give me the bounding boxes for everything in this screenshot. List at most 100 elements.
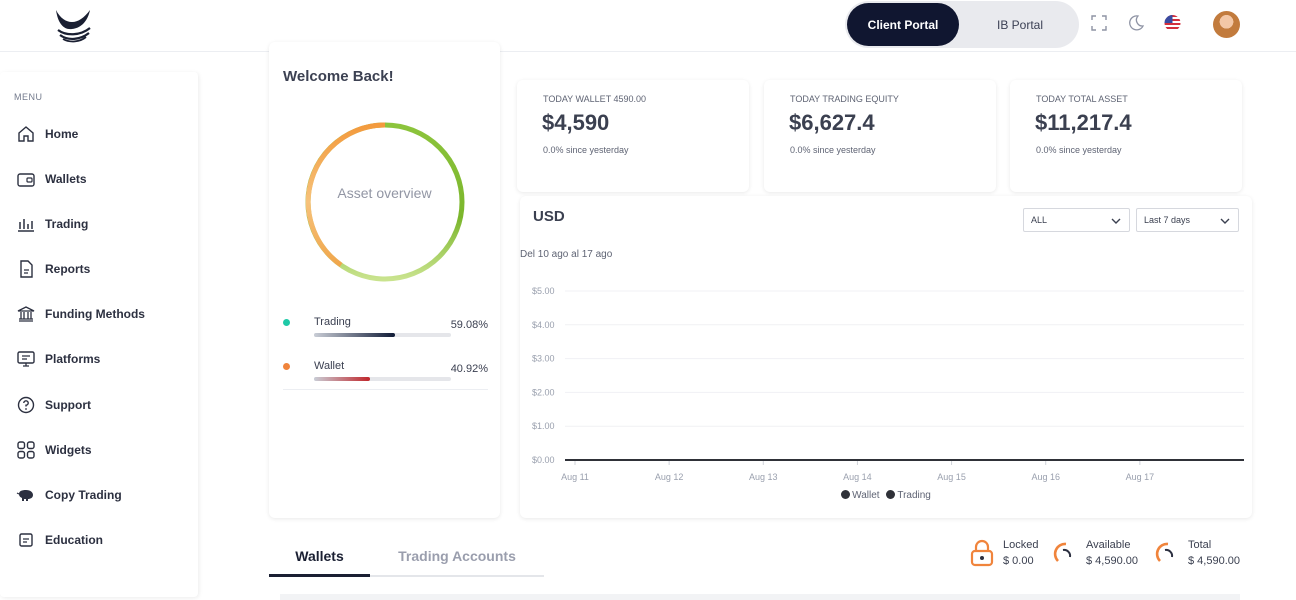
donut-center-label: Asset overview — [337, 185, 432, 201]
sidebar-item-label: Wallets — [45, 172, 87, 186]
legend-label: Trading — [897, 490, 931, 501]
chart-legend: Wallet Trading — [520, 490, 1252, 501]
select-value: ALL — [1031, 215, 1048, 225]
menu-label: MENU — [14, 92, 43, 102]
x-tick-label: Aug 13 — [749, 472, 778, 482]
stat-label: TODAY WALLET 4590.00 — [543, 94, 647, 104]
stat-card-trading-equity: TODAY TRADING EQUITY $6,627.4 0.0% since… — [764, 80, 996, 192]
stat-value: $4,590 — [542, 110, 610, 135]
welcome-title: Welcome Back! — [283, 68, 394, 85]
legend-label: Wallet — [852, 490, 880, 501]
balance-value: $ 0.00 — [1003, 555, 1034, 567]
sidebar-item-label: Copy Trading — [45, 488, 122, 502]
breakdown-percent: 40.92% — [450, 363, 488, 375]
balance-locked: Locked $ 0.00 — [969, 537, 1049, 571]
breakdown-row-trading: Trading 59.08% — [283, 316, 488, 346]
x-tick-label: Aug 16 — [1031, 472, 1060, 482]
breakdown-row-wallet: Wallet 40.92% — [283, 360, 488, 390]
portal-switch: Client Portal IB Portal — [845, 1, 1079, 48]
bar-chart-icon — [18, 219, 34, 232]
asset-donut-chart — [305, 122, 465, 282]
chevron-down-icon — [1220, 218, 1230, 224]
usd-line-chart: $0.00 $1.00 $2.00 $3.00 $4.00 $5.00 Aug 11 Aug … — [532, 286, 1244, 482]
monitor-icon — [17, 351, 35, 367]
trading-progress-bar — [314, 333, 451, 337]
select-value: Last 7 days — [1144, 215, 1191, 225]
balance-total: Total $ 4,590.00 — [1154, 537, 1254, 571]
stat-change: 0.0% since yesterday — [790, 145, 876, 155]
y-tick-label: $4.00 — [532, 320, 555, 330]
moon-icon[interactable] — [1127, 14, 1145, 32]
book-icon — [19, 533, 33, 547]
spinner-icon — [1155, 542, 1174, 562]
sidebar-item-label: Trading — [45, 217, 89, 231]
legend-swatch — [886, 490, 896, 499]
y-tick-label: $1.00 — [532, 421, 555, 431]
sidebar-item-reports[interactable]: Reports — [16, 257, 186, 281]
user-avatar[interactable] — [1213, 11, 1240, 38]
sidebar-item-trading[interactable]: Trading — [16, 212, 186, 236]
x-tick-label: Aug 14 — [843, 472, 872, 482]
sidebar-item-funding-methods[interactable]: Funding Methods — [16, 302, 186, 326]
wallet-color-dot — [283, 363, 290, 370]
legend-entry-trading[interactable]: Trading — [886, 490, 931, 501]
sidebar-item-copy-trading[interactable]: Copy Trading — [16, 483, 186, 507]
ib-portal-button[interactable]: IB Portal — [996, 17, 1044, 32]
sidebar-item-wallets[interactable]: Wallets — [16, 167, 186, 191]
x-tick-label: Aug 11 — [561, 472, 589, 482]
stat-change: 0.0% since yesterday — [543, 145, 629, 155]
breakdown-name: Trading — [314, 316, 351, 328]
sidebar-item-label: Support — [45, 398, 91, 412]
period-select[interactable]: Last 7 days — [1136, 208, 1239, 232]
top-bar: Client Portal IB Portal — [0, 0, 1296, 52]
breakdown-name: Wallet — [314, 360, 345, 372]
stat-card-wallet: TODAY WALLET 4590.00 $4,590 0.0% since y… — [517, 80, 749, 192]
account-filter-select[interactable]: ALL — [1023, 208, 1130, 232]
client-portal-button[interactable]: Client Portal — [847, 3, 959, 46]
legend-entry-wallet[interactable]: Wallet — [841, 490, 880, 501]
tabs-underline — [269, 575, 544, 577]
sidebar-item-platforms[interactable]: Platforms — [16, 347, 186, 371]
stat-value: $11,217.4 — [1035, 110, 1132, 135]
wallet-progress-fill — [314, 377, 371, 381]
tab-trading-accounts[interactable]: Trading Accounts — [398, 548, 516, 564]
balance-value: $ 4,590.00 — [1188, 555, 1240, 567]
stat-value: $6,627.4 — [789, 110, 875, 135]
piggy-bank-icon — [16, 490, 33, 501]
y-tick-label: $5.00 — [532, 286, 555, 296]
tab-wallets[interactable]: Wallets — [295, 548, 344, 564]
sidebar-item-support[interactable]: Support — [16, 393, 186, 417]
sidebar-item-label: Funding Methods — [45, 307, 145, 321]
breakdown-percent: 59.08% — [450, 319, 488, 331]
grid-icon — [17, 441, 35, 459]
chart-title: USD — [533, 208, 565, 225]
x-tick-label: Aug 12 — [655, 472, 684, 482]
brand-logo[interactable] — [52, 8, 94, 44]
chevron-down-icon — [1111, 218, 1121, 224]
y-tick-label: $2.00 — [532, 387, 555, 397]
spinner-icon — [1053, 542, 1072, 562]
sidebar-item-label: Platforms — [45, 352, 101, 366]
balance-value: $ 4,590.00 — [1086, 555, 1138, 567]
balance-label: Available — [1086, 539, 1131, 551]
home-icon — [18, 126, 34, 142]
stat-label: TODAY TRADING EQUITY — [790, 94, 899, 104]
breakdown-divider — [283, 389, 488, 390]
tabs-active-indicator — [269, 574, 370, 577]
sidebar: MENU Home Wallets Trading Reports Fundin… — [0, 72, 198, 597]
stat-change: 0.0% since yesterday — [1036, 145, 1122, 155]
document-icon — [20, 260, 33, 278]
y-tick-label: $3.00 — [532, 354, 555, 364]
sidebar-item-home[interactable]: Home — [16, 122, 186, 146]
sidebar-item-education[interactable]: Education — [16, 528, 186, 552]
date-range-label: Del 10 ago al 17 ago — [520, 249, 613, 260]
us-flag-icon[interactable] — [1163, 14, 1182, 32]
sidebar-item-widgets[interactable]: Widgets — [16, 438, 186, 462]
lock-icon — [970, 539, 994, 567]
fullscreen-icon[interactable] — [1090, 14, 1108, 32]
x-tick-label: Aug 17 — [1126, 472, 1155, 482]
accounts-tabs: Wallets Trading Accounts — [269, 537, 544, 577]
wallet-icon — [17, 173, 35, 187]
welcome-card: Welcome Back! Asset overview Trading 59.… — [269, 42, 500, 518]
balance-label: Locked — [1003, 539, 1039, 551]
